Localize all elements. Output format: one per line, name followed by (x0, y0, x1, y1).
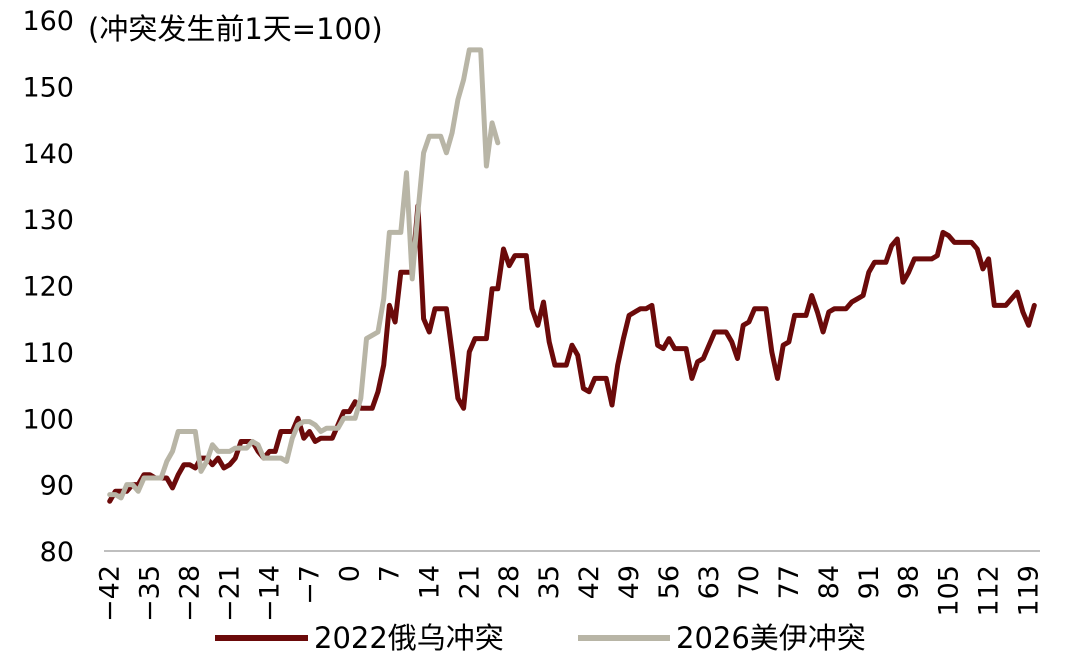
x-tick-label: 70 (734, 565, 765, 599)
x-tick-label: 119 (1014, 565, 1045, 617)
legend: 2022俄乌冲突 2026美伊冲突 (215, 621, 866, 655)
legend-label-2026: 2026美伊冲突 (676, 621, 866, 655)
y-tick-label: 140 (22, 139, 74, 170)
series-line-2026 (107, 47, 501, 501)
y-tick-label: 120 (22, 272, 74, 303)
x-tick-label: 77 (774, 565, 805, 599)
unit-label: (冲突发生前1天=100) (88, 12, 383, 46)
y-tick-label: 80 (40, 537, 74, 568)
series-line-2022 (107, 203, 1037, 504)
y-axis-ticks: 160 150 140 130 120 110 100 90 80 (22, 6, 74, 568)
x-tick-label: 14 (414, 565, 445, 599)
x-tick-label: −7 (294, 565, 325, 605)
y-tick-label: 160 (22, 6, 74, 37)
x-tick-label: 28 (494, 565, 525, 599)
y-tick-label: 130 (22, 205, 74, 236)
x-tick-label: 21 (454, 565, 485, 599)
y-tick-label: 110 (22, 338, 74, 369)
x-tick-label: −28 (175, 565, 206, 622)
y-tick-label: 100 (22, 404, 74, 435)
x-tick-label: −14 (255, 565, 286, 622)
x-tick-label: −35 (135, 565, 166, 622)
x-tick-label: 42 (574, 565, 605, 599)
y-tick-label: 90 (40, 471, 74, 502)
x-tick-label: 112 (974, 565, 1005, 617)
x-tick-label: 91 (854, 565, 885, 599)
legend-label-2022: 2022俄乌冲突 (314, 621, 504, 655)
x-tick-label: 105 (934, 565, 965, 617)
x-tick-label: 84 (814, 565, 845, 599)
series-lines (107, 47, 1037, 504)
x-tick-label: 49 (614, 565, 645, 599)
x-tick-label: 0 (334, 565, 365, 582)
x-axis-ticks: −42 −35 −28 −21 −14 −7 0 7 14 21 28 35 42 49 56 63 70 77 8… (95, 565, 1045, 622)
x-tick-label: 98 (894, 565, 925, 599)
y-tick-label: 150 (22, 72, 74, 103)
x-tick-label: 56 (654, 565, 685, 599)
x-tick-label: −21 (215, 565, 246, 622)
x-tick-label: 7 (374, 565, 405, 582)
x-tick-label: −42 (95, 565, 126, 622)
x-tick-label: 63 (694, 565, 725, 599)
x-tick-label: 35 (534, 565, 565, 599)
